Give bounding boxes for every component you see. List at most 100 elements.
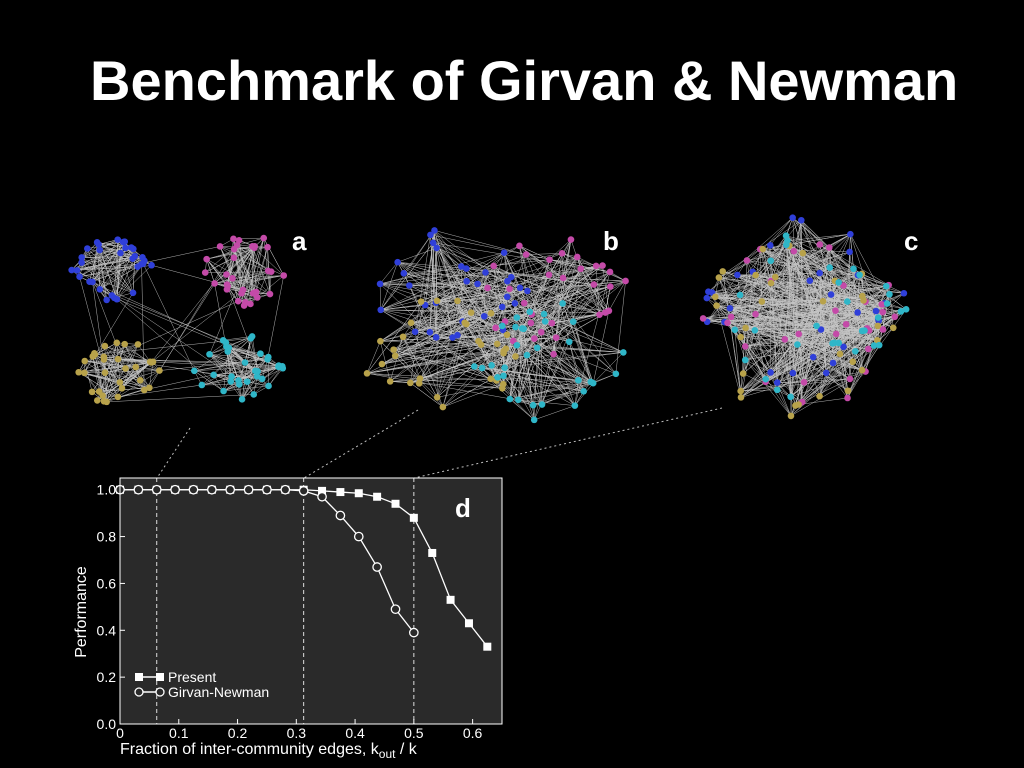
network-node [596, 311, 603, 318]
x-axis-label-subscript: out [379, 747, 396, 761]
network-edge [194, 347, 230, 372]
network-edge [393, 349, 491, 380]
network-edge [442, 310, 610, 408]
panel-label-c: c [904, 226, 918, 256]
network-node [724, 319, 731, 327]
network-edge [745, 339, 785, 347]
network-edge [397, 261, 564, 279]
network-edge [745, 342, 835, 361]
y-tick-label: 0.8 [97, 529, 117, 545]
network-edge [76, 241, 124, 271]
network-edge [457, 300, 591, 383]
network-edge [787, 240, 822, 330]
network-node [254, 368, 261, 375]
network-edge [543, 313, 617, 374]
network-edge [241, 338, 252, 400]
network-edge [573, 268, 581, 322]
network-node [279, 363, 286, 370]
network-edge [730, 316, 746, 347]
network-edge [770, 372, 803, 403]
network-edge [551, 323, 554, 355]
network-edge [861, 309, 907, 371]
network-edge [777, 356, 814, 383]
network-node [856, 271, 863, 279]
network-edge [847, 274, 860, 302]
network-edge [716, 305, 878, 341]
x-axis-label: Fraction of inter-community edges, kout … [120, 741, 418, 761]
network-node [247, 300, 254, 308]
network-node [81, 369, 88, 377]
network-edge [79, 241, 124, 277]
network-node [782, 232, 790, 240]
network-node [222, 339, 230, 346]
network-edge [731, 244, 820, 318]
network-edge [223, 336, 253, 341]
network-edge [706, 271, 753, 322]
network-node [822, 369, 830, 377]
network-edge [525, 254, 553, 324]
network-edge [509, 328, 524, 400]
network-edge [214, 246, 253, 284]
network-node [829, 340, 836, 347]
legend-label-present: Present [168, 669, 216, 685]
network-node [117, 249, 124, 257]
network-node [482, 269, 489, 276]
network-node [198, 381, 206, 389]
network-node [454, 331, 461, 339]
x-axis-label-tail: / k [395, 741, 417, 758]
network-node [264, 243, 271, 251]
data-point-girvan-newman [335, 510, 346, 521]
network-edge [835, 310, 849, 391]
network-edge [531, 284, 594, 315]
network-node [238, 396, 246, 403]
network-node [363, 370, 371, 377]
network-node [825, 244, 833, 251]
network-edge [209, 354, 256, 372]
data-point-present [354, 489, 363, 498]
network-edge [380, 309, 532, 315]
network-node [836, 350, 844, 358]
network-node [463, 265, 470, 272]
network-node [433, 393, 441, 401]
network-edge [137, 344, 151, 362]
network-edges [71, 237, 284, 403]
connector-line-a [156, 427, 191, 479]
network-edge [213, 374, 263, 380]
network-node [559, 300, 566, 307]
network-edge [801, 220, 888, 304]
network-edge [503, 252, 528, 291]
x-axis-label-main: Fraction of inter-community edges, k [120, 741, 380, 758]
network-edge [765, 324, 847, 380]
network-node [122, 365, 129, 372]
network-edge [595, 265, 600, 315]
network-node [498, 322, 506, 330]
network-edge [436, 247, 465, 323]
network-node [230, 254, 238, 262]
data-point-girvan-newman [262, 484, 272, 495]
network-node [211, 280, 218, 287]
network-edge [740, 280, 810, 338]
network-edge [393, 349, 516, 357]
network-node [550, 350, 557, 358]
network-edge [531, 256, 578, 315]
network-node [149, 358, 157, 366]
network-node [522, 251, 530, 258]
network-edge [125, 368, 150, 388]
network-node [797, 216, 805, 224]
network-edge [524, 302, 609, 312]
network-node [569, 318, 577, 325]
connector-lines [156, 407, 723, 479]
network-edge [381, 337, 437, 365]
network-node [789, 369, 797, 377]
network-edge [206, 247, 255, 260]
network-node [68, 266, 75, 274]
network-edge [797, 303, 885, 345]
network-edge [502, 325, 535, 420]
network-edge [106, 344, 139, 402]
network-edge [87, 248, 134, 293]
network-edge [798, 397, 848, 405]
network-edge [724, 284, 889, 323]
network-edge [740, 325, 817, 392]
network-edge [531, 259, 550, 315]
network-node [240, 302, 248, 309]
